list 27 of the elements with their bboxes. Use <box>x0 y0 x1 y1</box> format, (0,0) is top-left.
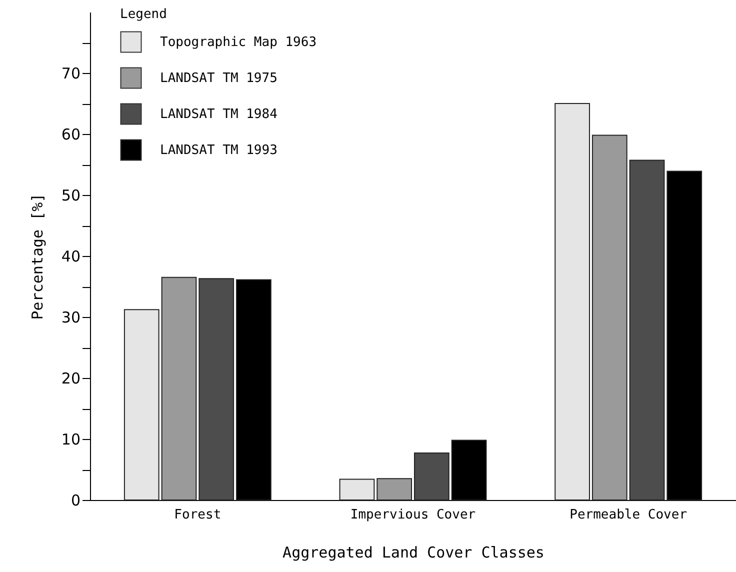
y-tick-label: 70 <box>61 64 80 82</box>
bar <box>161 276 197 500</box>
y-tick-label: 0 <box>70 492 80 510</box>
bar <box>376 478 412 500</box>
x-axis-title: Aggregated Land Cover Classes <box>282 544 544 562</box>
y-tick-label: 20 <box>61 370 80 388</box>
bar <box>124 309 160 500</box>
x-tick-label: Impervious Cover <box>350 508 476 522</box>
bar <box>414 452 450 500</box>
legend-title: Legend <box>120 7 167 22</box>
bar <box>592 134 628 500</box>
y-tick-label: 10 <box>61 430 80 448</box>
legend-label: LANDSAT TM 1984 <box>160 107 278 122</box>
y-tick-label: 40 <box>61 248 80 266</box>
legend-label: LANDSAT TM 1993 <box>160 143 278 158</box>
x-tick-label: Permeable Cover <box>570 508 688 522</box>
y-tick-label: 60 <box>61 126 80 144</box>
y-tick-label: 50 <box>61 186 80 204</box>
y-tick-label: 30 <box>61 308 80 326</box>
bar <box>629 160 665 500</box>
legend-label: Topographic Map 1963 <box>160 35 317 50</box>
bar <box>198 278 234 500</box>
bar <box>554 103 590 500</box>
bar <box>339 478 375 500</box>
legend-label: LANDSAT TM 1975 <box>160 71 278 86</box>
x-tick-label: Forest <box>174 508 222 522</box>
y-axis-title: Percentage [%] <box>28 193 46 320</box>
